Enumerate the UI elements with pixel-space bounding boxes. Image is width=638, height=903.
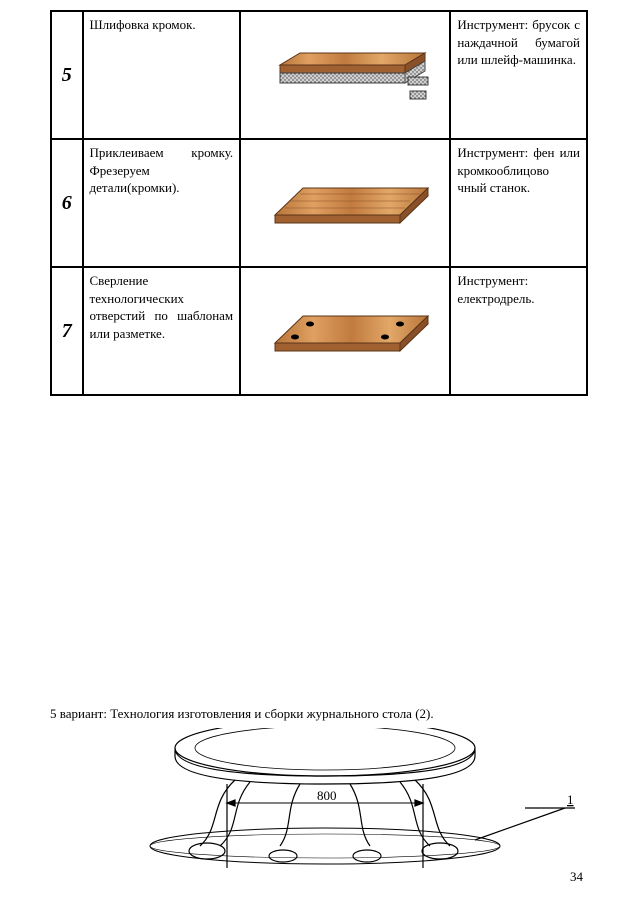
- dimension-label: 800: [317, 788, 337, 803]
- step-desc: Приклеиваем кромку. Фрезеруем детали(кро…: [83, 139, 241, 267]
- table-row: 7 Сверление технологических отверстий по…: [51, 267, 587, 395]
- step-tool: Инструмент: електродрель.: [450, 267, 587, 395]
- variant-caption: 5 вариант: Технология изготовления и сбо…: [50, 706, 588, 722]
- step-desc: Сверление технологических отверстий по ш…: [83, 267, 241, 395]
- page-number: 34: [570, 869, 583, 885]
- step-diagram: [240, 11, 450, 139]
- step-number: 6: [62, 192, 72, 214]
- step-tool: Инструмент: брусок с наждачной бумагой и…: [450, 11, 587, 139]
- callout-label: 1: [567, 792, 574, 807]
- steps-table: 5 Шлифовка кромок.: [50, 10, 588, 396]
- edging-diagram: [250, 153, 440, 253]
- step-diagram: [240, 139, 450, 267]
- drilling-diagram: [250, 281, 440, 381]
- step-number: 7: [62, 320, 72, 342]
- table-row: 6 Приклеиваем кромку. Фрезеруем детали(к…: [51, 139, 587, 267]
- step-desc: Шлифовка кромок.: [83, 11, 241, 139]
- table-drawing: 800 1: [45, 728, 585, 878]
- step-tool: Инструмент: фен или кромкооблицово чный …: [450, 139, 587, 267]
- step-number: 5: [62, 64, 72, 86]
- table-row: 5 Шлифовка кромок.: [51, 11, 587, 139]
- sanding-diagram: [250, 25, 440, 125]
- step-diagram: [240, 267, 450, 395]
